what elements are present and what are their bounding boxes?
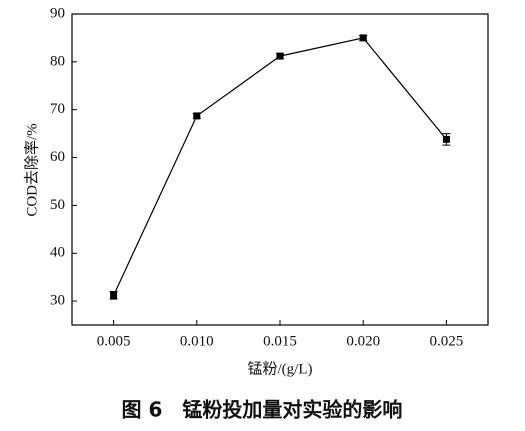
y-axis-label: COD去除率/% xyxy=(23,123,40,216)
y-tick-label: 70 xyxy=(50,101,65,117)
x-tick-label: 0.025 xyxy=(430,333,464,349)
data-point xyxy=(442,135,450,143)
data-point xyxy=(359,34,367,42)
data-point xyxy=(193,112,201,120)
y-tick-label: 30 xyxy=(50,293,65,309)
y-tick-label: 50 xyxy=(50,197,65,213)
caption: 图 6 锰粉投加量对实验的影响 xyxy=(122,398,403,422)
x-tick-label: 0.020 xyxy=(346,333,380,349)
x-tick-label: 0.010 xyxy=(180,333,214,349)
x-tick-label: 0.015 xyxy=(263,333,297,349)
data-line xyxy=(113,37,447,296)
y-tick-label: 90 xyxy=(50,5,65,21)
y-tick-label: 60 xyxy=(50,149,65,165)
x-axis-label: 锰粉/(g/L) xyxy=(248,360,313,377)
plot-frame xyxy=(71,13,489,326)
x-tick-label: 0.005 xyxy=(97,333,131,349)
data-point xyxy=(110,291,118,299)
y-tick-label: 80 xyxy=(50,53,65,69)
y-tick-label: 40 xyxy=(50,245,65,261)
data-point xyxy=(276,52,284,60)
